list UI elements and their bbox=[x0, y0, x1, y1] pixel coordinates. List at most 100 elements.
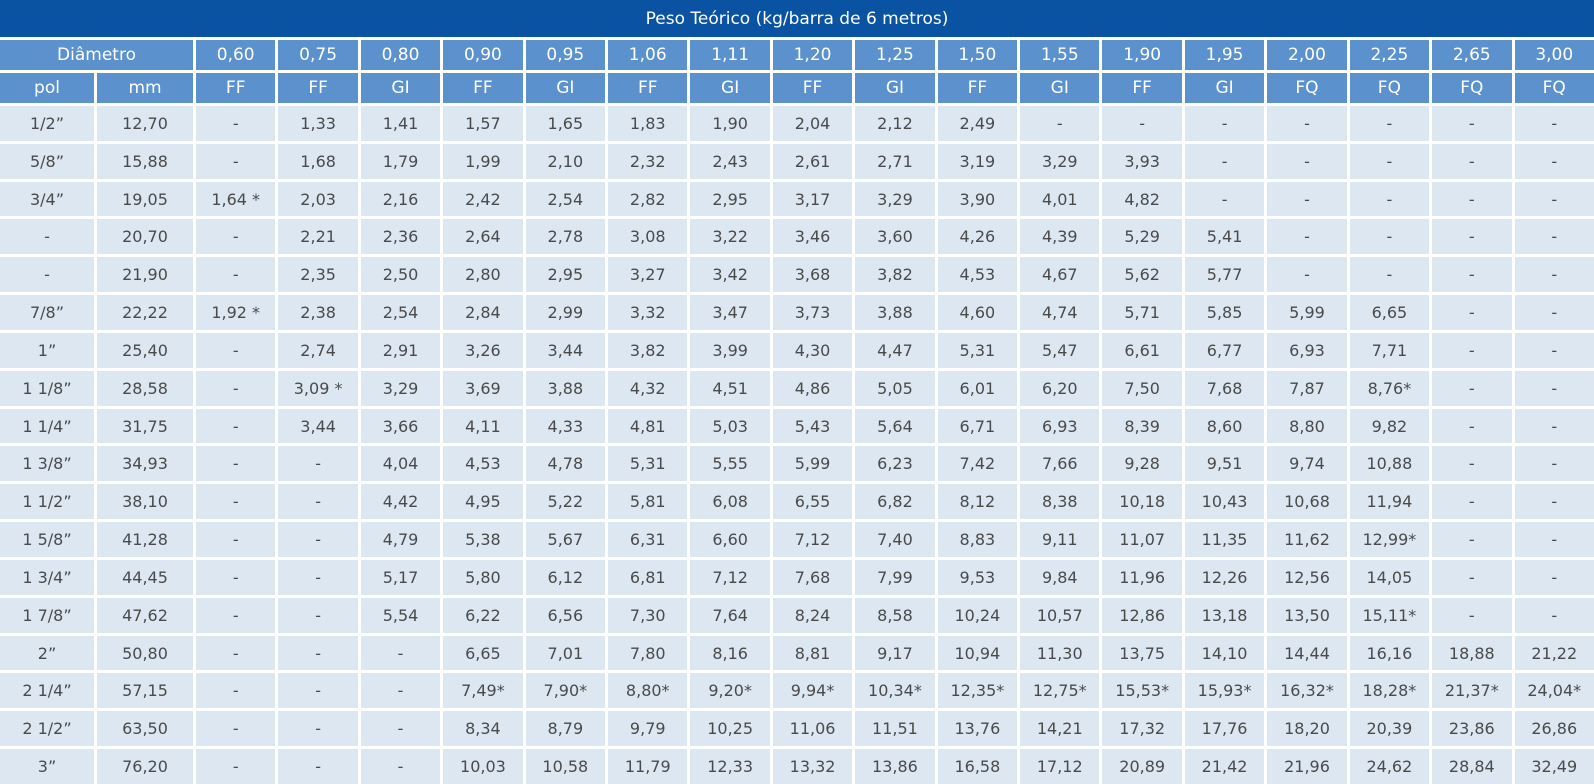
weight-cell: 11,62 bbox=[1267, 522, 1347, 557]
table-row: 1” 25,40-2,74 2,91 3,26 3,44 3,82 3,99 4,30 4,47… bbox=[0, 332, 1594, 368]
weight-cell: - bbox=[196, 749, 276, 784]
weight-cell: 3,42 bbox=[690, 257, 770, 293]
material-header-8: GI bbox=[855, 73, 935, 103]
weight-cell: 3,47 bbox=[690, 295, 770, 330]
mm-cell: 20,70 bbox=[97, 219, 193, 255]
weight-cell: 2,32 bbox=[608, 143, 688, 179]
weight-cell: 2,71 bbox=[855, 143, 935, 179]
weight-cell: 1,68 bbox=[278, 143, 358, 179]
weight-cell: 13,86 bbox=[855, 749, 935, 784]
weight-cell: 13,76 bbox=[937, 711, 1018, 747]
weight-cell: 2,84 bbox=[443, 295, 523, 330]
weight-cell: 2,74 bbox=[278, 332, 358, 368]
weight-cell: 5,67 bbox=[525, 522, 606, 557]
weight-cell: 9,51 bbox=[1184, 446, 1265, 482]
weight-cell: 11,96 bbox=[1102, 559, 1182, 595]
weight-cell: 8,38 bbox=[1020, 484, 1100, 520]
weight-cell: 13,50 bbox=[1267, 597, 1347, 633]
weight-cell: 21,42 bbox=[1184, 749, 1265, 784]
weight-cell: - bbox=[196, 332, 276, 368]
weight-cell: 6,65 bbox=[443, 635, 523, 671]
weight-cell: 11,35 bbox=[1184, 522, 1265, 557]
weight-cell: 8,80* bbox=[608, 673, 688, 709]
mm-cell: 38,10 bbox=[97, 484, 193, 520]
weight-cell: 5,99 bbox=[1267, 295, 1347, 330]
weight-cell: - bbox=[1514, 219, 1594, 255]
weight-cell: 4,32 bbox=[608, 370, 688, 406]
thickness-header-12: 1,95 bbox=[1184, 40, 1265, 70]
weight-cell: 3,46 bbox=[772, 219, 853, 255]
weight-cell: 14,10 bbox=[1184, 635, 1265, 671]
weight-cell: - bbox=[360, 711, 441, 747]
weight-cell: 16,16 bbox=[1349, 635, 1430, 671]
weight-cell: 4,04 bbox=[360, 446, 441, 482]
title-row: Peso Teórico (kg/barra de 6 metros) bbox=[0, 0, 1594, 37]
weight-cell: 3,29 bbox=[1020, 143, 1100, 179]
pol-cell: 1 1/4” bbox=[0, 408, 94, 444]
weight-cell: 17,12 bbox=[1020, 749, 1100, 784]
weight-cell: - bbox=[196, 446, 276, 482]
weight-cell: 2,99 bbox=[525, 295, 606, 330]
weight-cell: - bbox=[196, 370, 276, 406]
weight-cell: - bbox=[278, 446, 358, 482]
weight-cell: 6,81 bbox=[608, 559, 688, 595]
thickness-header-5: 1,06 bbox=[608, 40, 688, 70]
weight-cell: 2,54 bbox=[360, 295, 441, 330]
table-row: 3/4” 19,05 1,64 * 2,03 2,16 2,42 2,54 2,82 2,95 3… bbox=[0, 181, 1594, 217]
table-row: 1 3/4” 44,45- -5,17 5,80 6,12 6,81 7,12 7,68 7,9… bbox=[0, 559, 1594, 595]
weight-cell: - bbox=[1267, 143, 1347, 179]
weight-cell: 8,83 bbox=[937, 522, 1018, 557]
weight-cell: 10,43 bbox=[1184, 484, 1265, 520]
weight-cell: 5,64 bbox=[855, 408, 935, 444]
weight-cell: 3,27 bbox=[608, 257, 688, 293]
pol-cell: 5/8” bbox=[0, 143, 94, 179]
weight-cell: 15,53* bbox=[1102, 673, 1182, 709]
table-row: 1 1/4” 31,75-3,44 3,66 4,11 4,33 4,81 5,03 5,43… bbox=[0, 408, 1594, 444]
weight-cell: - bbox=[1349, 219, 1430, 255]
pol-cell: 2” bbox=[0, 635, 94, 671]
weight-cell: 7,87 bbox=[1267, 370, 1347, 406]
weight-cell: 6,82 bbox=[855, 484, 935, 520]
weight-cell: 7,80 bbox=[608, 635, 688, 671]
weight-cell: 4,82 bbox=[1102, 181, 1182, 217]
weight-cell: 4,74 bbox=[1020, 295, 1100, 330]
table-row: 1 5/8” 41,28- -4,79 5,38 5,67 6,31 6,60 7,12 7,4… bbox=[0, 522, 1594, 557]
table-row: 7/8” 22,22 1,92 * 2,38 2,54 2,84 2,99 3,32 3,47 3… bbox=[0, 295, 1594, 330]
mm-cell: 76,20 bbox=[97, 749, 193, 784]
weight-cell: 6,93 bbox=[1020, 408, 1100, 444]
weight-cell: 9,82 bbox=[1349, 408, 1430, 444]
weight-cell: 7,71 bbox=[1349, 332, 1430, 368]
weight-cell: 10,34* bbox=[855, 673, 935, 709]
weight-cell: 4,30 bbox=[772, 332, 853, 368]
weight-cell: 4,01 bbox=[1020, 181, 1100, 217]
weight-cell: 4,81 bbox=[608, 408, 688, 444]
table-row: 1 3/8” 34,93- -4,04 4,53 4,78 5,31 5,55 5,99 6,2… bbox=[0, 446, 1594, 482]
weight-cell: 21,22 bbox=[1514, 635, 1594, 671]
weight-cell: 8,79 bbox=[525, 711, 606, 747]
weight-cell: 3,29 bbox=[855, 181, 935, 217]
weight-cell: 17,76 bbox=[1184, 711, 1265, 747]
weight-cell: - bbox=[1514, 370, 1594, 406]
weight-cell: 9,84 bbox=[1020, 559, 1100, 595]
material-header-6: GI bbox=[690, 73, 770, 103]
pol-cell: 1 3/8” bbox=[0, 446, 94, 482]
weight-cell: 9,28 bbox=[1102, 446, 1182, 482]
weight-cell: 11,07 bbox=[1102, 522, 1182, 557]
mm-cell: 50,80 bbox=[97, 635, 193, 671]
table-row: 1 1/8” 28,58-3,09 * 3,29 3,69 3,88 4,32 4,51 4,… bbox=[0, 370, 1594, 406]
weight-cell: 7,50 bbox=[1102, 370, 1182, 406]
weight-cell: 3,73 bbox=[772, 295, 853, 330]
thickness-header-2: 0,80 bbox=[360, 40, 441, 70]
pol-cell: 1” bbox=[0, 332, 94, 368]
weight-cell: - bbox=[1432, 484, 1512, 520]
weight-cell: 2,78 bbox=[525, 219, 606, 255]
weight-cell: - bbox=[1184, 143, 1265, 179]
weight-cell: 20,89 bbox=[1102, 749, 1182, 784]
weight-cell: 2,43 bbox=[690, 143, 770, 179]
weight-cell: 12,35* bbox=[937, 673, 1018, 709]
weight-cell: - bbox=[196, 257, 276, 293]
weight-cell: 26,86 bbox=[1514, 711, 1594, 747]
weight-cell: 7,66 bbox=[1020, 446, 1100, 482]
weight-cell: 2,50 bbox=[360, 257, 441, 293]
thickness-header-1: 0,75 bbox=[278, 40, 358, 70]
